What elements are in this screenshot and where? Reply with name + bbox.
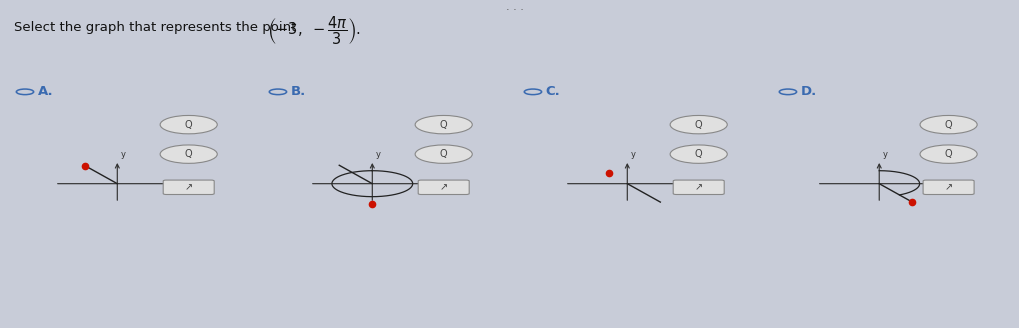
Circle shape: [415, 115, 472, 134]
Text: ↗: ↗: [439, 182, 447, 192]
Circle shape: [160, 145, 217, 163]
Circle shape: [919, 145, 976, 163]
Text: Q: Q: [184, 149, 193, 159]
Text: · · ·: · · ·: [505, 5, 524, 15]
FancyBboxPatch shape: [922, 180, 973, 195]
FancyBboxPatch shape: [673, 180, 723, 195]
Text: D.: D.: [800, 85, 816, 98]
Text: B.: B.: [290, 85, 306, 98]
Circle shape: [669, 145, 727, 163]
Text: x: x: [196, 179, 201, 188]
Text: ↗: ↗: [694, 182, 702, 192]
Text: A.: A.: [38, 85, 53, 98]
Text: x: x: [450, 179, 455, 188]
Text: Q: Q: [694, 120, 702, 130]
Text: x: x: [957, 179, 962, 188]
FancyBboxPatch shape: [163, 180, 214, 195]
Text: y: y: [881, 150, 887, 159]
Text: x: x: [705, 179, 710, 188]
Text: Select the graph that represents the point: Select the graph that represents the poi…: [14, 21, 297, 34]
Text: ↗: ↗: [944, 182, 952, 192]
Text: y: y: [120, 150, 125, 159]
Text: Q: Q: [944, 120, 952, 130]
FancyBboxPatch shape: [418, 180, 469, 195]
Text: Q: Q: [184, 120, 193, 130]
Text: $\left(-3,\ -\dfrac{4\pi}{3}\right).$: $\left(-3,\ -\dfrac{4\pi}{3}\right).$: [267, 15, 361, 47]
Text: y: y: [375, 150, 380, 159]
Circle shape: [919, 115, 976, 134]
Text: Q: Q: [694, 149, 702, 159]
Text: Q: Q: [439, 120, 447, 130]
Text: Q: Q: [944, 149, 952, 159]
Text: y: y: [630, 150, 635, 159]
Text: C.: C.: [545, 85, 559, 98]
Circle shape: [160, 115, 217, 134]
Circle shape: [669, 115, 727, 134]
Text: Q: Q: [439, 149, 447, 159]
Circle shape: [415, 145, 472, 163]
Text: ↗: ↗: [184, 182, 193, 192]
